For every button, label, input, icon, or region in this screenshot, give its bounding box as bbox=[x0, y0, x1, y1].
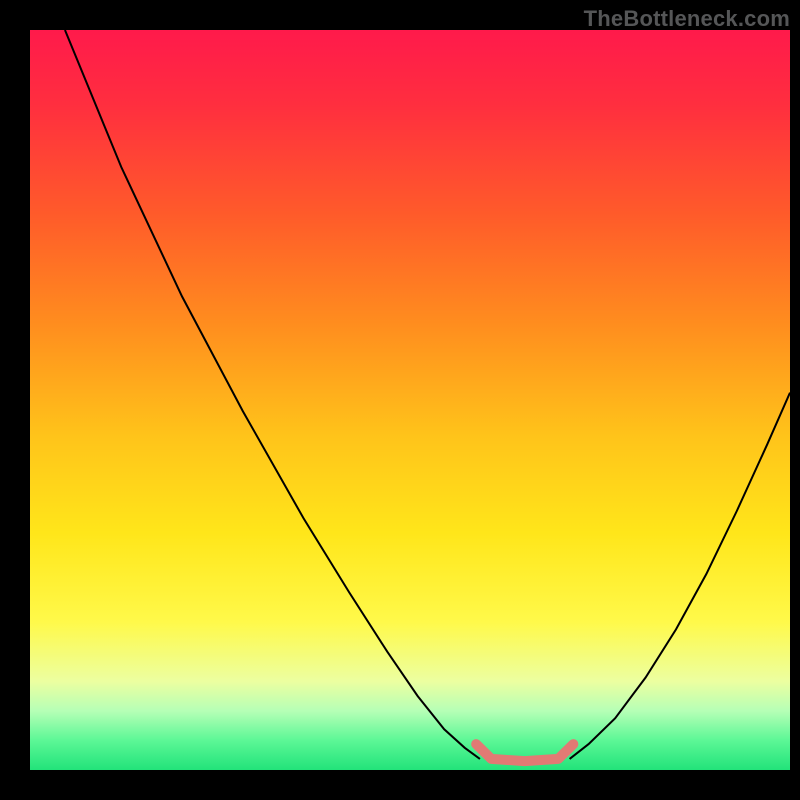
chart-svg bbox=[0, 0, 800, 800]
watermark-text: TheBottleneck.com bbox=[584, 6, 790, 32]
plot-area bbox=[30, 30, 790, 770]
gradient-background bbox=[30, 30, 790, 770]
chart-container: TheBottleneck.com bbox=[0, 0, 800, 800]
